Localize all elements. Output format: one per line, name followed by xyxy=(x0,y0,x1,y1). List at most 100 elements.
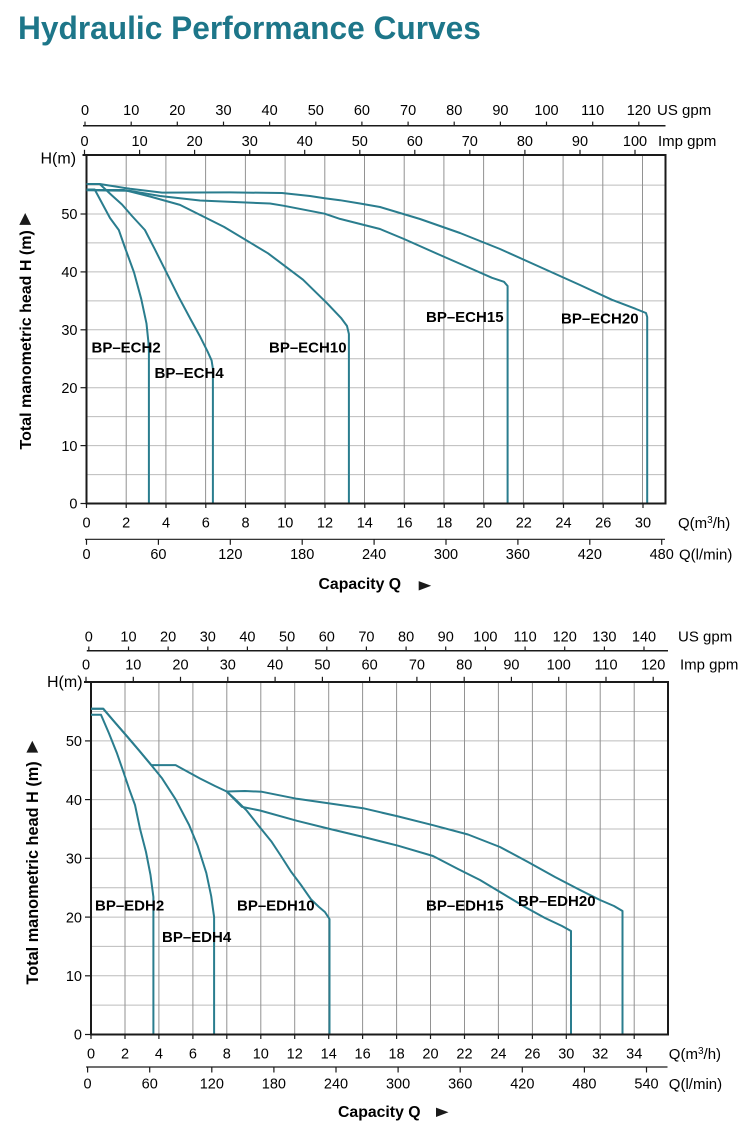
svg-text:24: 24 xyxy=(490,1047,506,1063)
svg-text:70: 70 xyxy=(462,134,478,150)
svg-text:60: 60 xyxy=(362,658,378,674)
svg-text:14: 14 xyxy=(357,516,373,532)
svg-text:80: 80 xyxy=(517,134,533,150)
svg-text:Q(l/min): Q(l/min) xyxy=(679,546,732,563)
svg-text:12: 12 xyxy=(287,1047,303,1063)
svg-text:0: 0 xyxy=(82,658,90,674)
svg-text:130: 130 xyxy=(592,630,616,646)
svg-text:30: 30 xyxy=(215,103,231,119)
svg-text:20: 20 xyxy=(66,910,82,926)
svg-text:18: 18 xyxy=(389,1047,405,1063)
svg-text:40: 40 xyxy=(239,630,255,646)
svg-text:30: 30 xyxy=(242,134,258,150)
svg-text:10: 10 xyxy=(61,439,77,455)
svg-text:US gpm: US gpm xyxy=(657,102,711,119)
svg-text:0: 0 xyxy=(74,1028,82,1044)
svg-text:40: 40 xyxy=(262,103,278,119)
svg-text:Capacity Q: Capacity Q xyxy=(338,1104,421,1121)
svg-text:BP–ECH2: BP–ECH2 xyxy=(92,340,161,357)
svg-text:110: 110 xyxy=(514,630,537,646)
svg-text:90: 90 xyxy=(503,658,519,674)
svg-text:Total manometric head H (m): Total manometric head H (m) xyxy=(18,230,35,449)
svg-text:BP–EDH20: BP–EDH20 xyxy=(518,893,596,910)
svg-text:BP–ECH4: BP–ECH4 xyxy=(155,365,225,382)
svg-text:10: 10 xyxy=(253,1047,269,1063)
svg-text:50: 50 xyxy=(314,658,330,674)
svg-text:0: 0 xyxy=(69,497,77,513)
svg-text:120: 120 xyxy=(200,1077,224,1093)
svg-text:20: 20 xyxy=(476,516,492,532)
svg-text:BP–EDH4: BP–EDH4 xyxy=(162,929,232,946)
svg-text:300: 300 xyxy=(386,1077,410,1093)
svg-text:2: 2 xyxy=(122,516,130,532)
svg-text:BP–EDH15: BP–EDH15 xyxy=(426,898,504,915)
svg-text:30: 30 xyxy=(200,630,216,646)
svg-text:60: 60 xyxy=(354,103,370,119)
svg-text:110: 110 xyxy=(581,103,604,119)
svg-text:480: 480 xyxy=(650,547,674,563)
svg-text:26: 26 xyxy=(524,1047,540,1063)
svg-text:0: 0 xyxy=(81,103,89,119)
svg-text:360: 360 xyxy=(506,547,530,563)
svg-text:80: 80 xyxy=(446,103,462,119)
svg-text:2: 2 xyxy=(121,1047,129,1063)
svg-text:10: 10 xyxy=(66,969,82,985)
svg-text:4: 4 xyxy=(162,516,170,532)
svg-text:180: 180 xyxy=(262,1077,286,1093)
svg-text:BP–ECH20: BP–ECH20 xyxy=(561,311,639,328)
svg-text:34: 34 xyxy=(626,1047,642,1063)
svg-text:40: 40 xyxy=(297,134,313,150)
svg-text:70: 70 xyxy=(409,658,425,674)
svg-text:120: 120 xyxy=(627,103,651,119)
svg-text:BP–ECH10: BP–ECH10 xyxy=(269,340,347,357)
svg-text:10: 10 xyxy=(123,103,139,119)
svg-text:10: 10 xyxy=(120,630,136,646)
svg-text:180: 180 xyxy=(290,547,314,563)
svg-text:120: 120 xyxy=(218,547,242,563)
svg-text:26: 26 xyxy=(595,516,611,532)
svg-text:80: 80 xyxy=(456,658,472,674)
svg-text:22: 22 xyxy=(456,1047,472,1063)
svg-text:14: 14 xyxy=(321,1047,337,1063)
svg-text:18: 18 xyxy=(436,516,452,532)
svg-text:30: 30 xyxy=(558,1047,574,1063)
svg-text:50: 50 xyxy=(61,207,77,223)
svg-text:60: 60 xyxy=(407,134,423,150)
svg-text:22: 22 xyxy=(516,516,532,532)
svg-text:Total manometric head H (m): Total manometric head H (m) xyxy=(24,761,42,984)
svg-text:20: 20 xyxy=(172,658,188,674)
svg-text:70: 70 xyxy=(400,103,416,119)
svg-text:40: 40 xyxy=(267,658,283,674)
svg-text:0: 0 xyxy=(85,630,93,646)
svg-text:US gpm: US gpm xyxy=(678,629,732,646)
svg-text:240: 240 xyxy=(362,547,386,563)
svg-text:100: 100 xyxy=(623,134,647,150)
svg-text:20: 20 xyxy=(169,103,185,119)
svg-text:16: 16 xyxy=(355,1047,371,1063)
svg-text:4: 4 xyxy=(155,1047,163,1063)
svg-text:20: 20 xyxy=(160,630,176,646)
svg-text:10: 10 xyxy=(125,658,141,674)
svg-text:100: 100 xyxy=(547,658,571,674)
svg-text:Hydraulic Performance Curves: Hydraulic Performance Curves xyxy=(18,10,481,46)
svg-text:110: 110 xyxy=(594,658,617,674)
svg-text:50: 50 xyxy=(352,134,368,150)
svg-text:12: 12 xyxy=(317,516,333,532)
svg-text:0: 0 xyxy=(80,134,88,150)
svg-text:60: 60 xyxy=(319,630,335,646)
svg-text:BP–EDH10: BP–EDH10 xyxy=(237,898,315,915)
svg-text:Q(l/min): Q(l/min) xyxy=(669,1076,722,1093)
svg-text:Q(m3/h): Q(m3/h) xyxy=(678,515,730,532)
svg-text:420: 420 xyxy=(510,1077,534,1093)
svg-text:BP–ECH15: BP–ECH15 xyxy=(426,309,504,326)
svg-text:0: 0 xyxy=(82,547,90,563)
svg-text:Imp gpm: Imp gpm xyxy=(658,133,716,150)
svg-text:40: 40 xyxy=(66,793,82,809)
svg-text:240: 240 xyxy=(324,1077,348,1093)
svg-text:Capacity Q: Capacity Q xyxy=(319,576,402,593)
svg-text:540: 540 xyxy=(634,1077,658,1093)
svg-text:360: 360 xyxy=(448,1077,472,1093)
svg-text:10: 10 xyxy=(132,134,148,150)
svg-text:20: 20 xyxy=(187,134,203,150)
svg-text:30: 30 xyxy=(635,516,651,532)
